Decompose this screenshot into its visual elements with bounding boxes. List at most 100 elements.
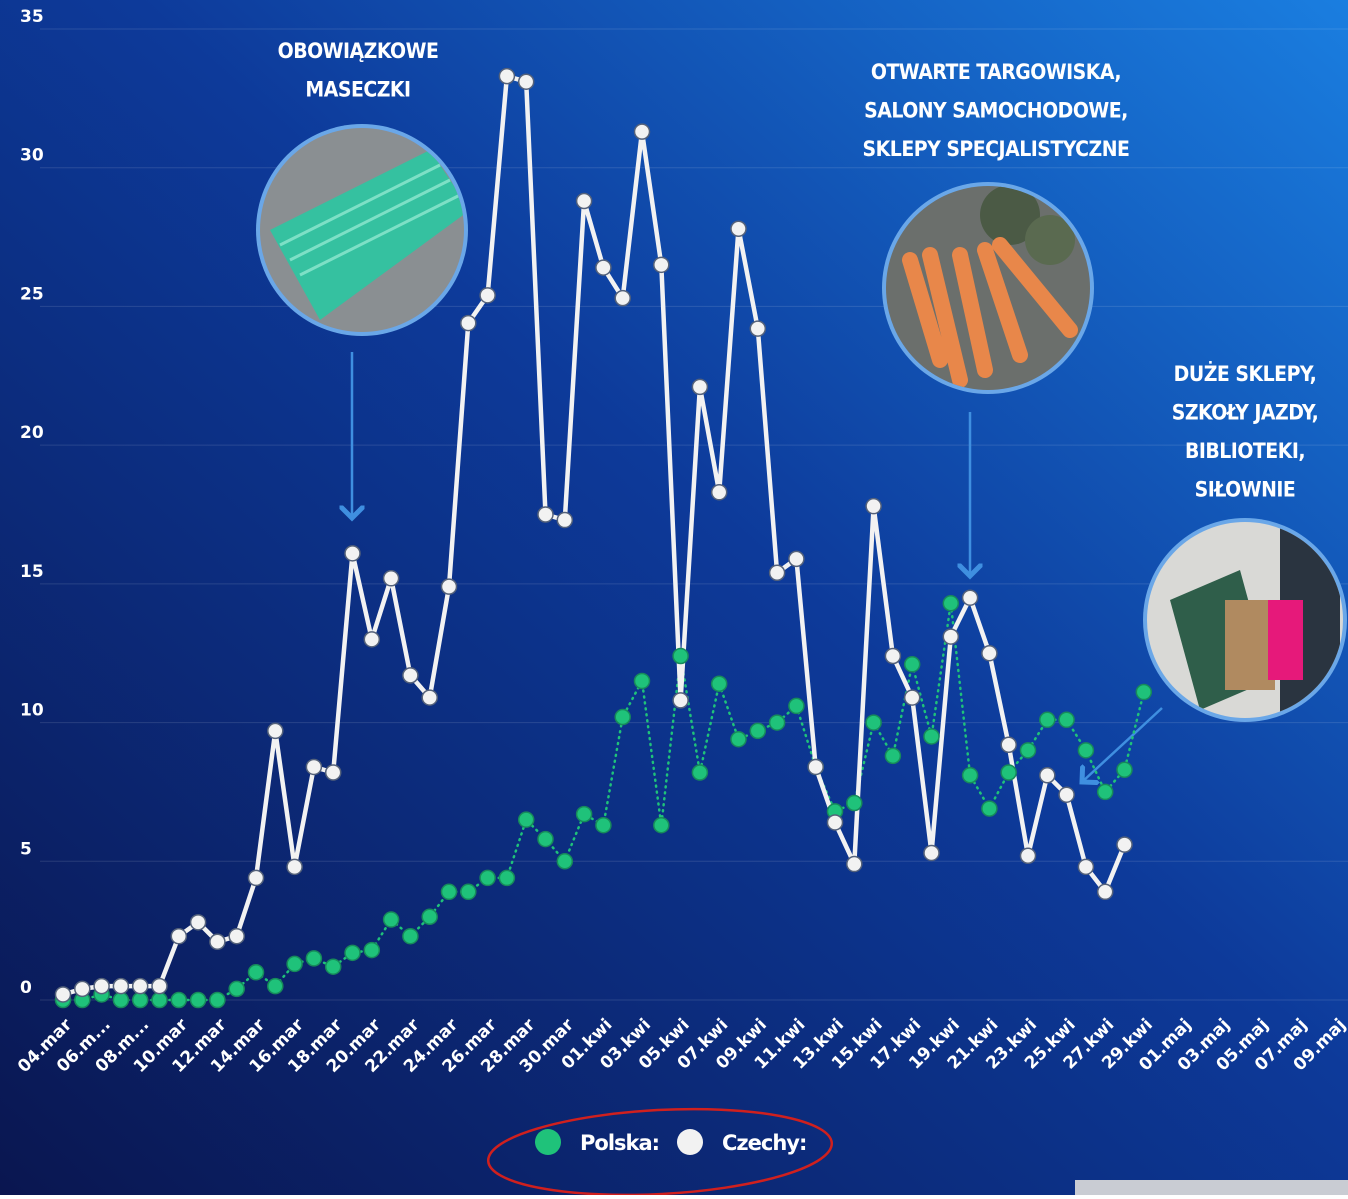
data-point — [981, 644, 998, 662]
annotation-line: SZKOŁY JAZDY, — [1172, 401, 1319, 425]
annotation-line: OBOWIĄZKOWE — [278, 39, 439, 63]
data-point — [1019, 847, 1037, 864]
photo-shopping — [1143, 518, 1347, 722]
data-point — [846, 855, 863, 873]
data-point — [228, 980, 245, 998]
data-point — [672, 692, 689, 709]
data-point — [556, 511, 574, 529]
data-point — [1039, 711, 1056, 729]
legend: Polska: Czechy: — [535, 1129, 807, 1155]
data-point — [575, 805, 593, 823]
data-point — [614, 708, 631, 726]
scrollbar — [1075, 1180, 1348, 1195]
y-tick-label: 0 — [20, 978, 32, 998]
data-point — [498, 67, 516, 85]
data-point — [324, 958, 342, 975]
data-point — [54, 986, 72, 1003]
data-point — [74, 980, 91, 998]
data-point — [247, 964, 265, 981]
data-point — [865, 714, 882, 731]
data-point — [749, 320, 767, 337]
grid: 0 5 10 15 20 25 30 35 — [20, 7, 1348, 1001]
data-point — [1077, 742, 1095, 759]
data-point — [691, 378, 709, 396]
data-point — [460, 883, 477, 901]
data-point — [112, 977, 130, 995]
annotation-line: SKLEPY SPECJALISTYCZNE — [863, 137, 1130, 161]
photo-carrots — [882, 182, 1094, 394]
data-point — [1019, 742, 1037, 759]
data-point — [942, 628, 960, 645]
data-point — [402, 927, 419, 945]
data-point — [633, 123, 651, 140]
data-point — [1096, 883, 1114, 901]
data-point — [768, 714, 786, 731]
data-point — [537, 830, 554, 848]
data-point — [903, 689, 921, 706]
data-point — [981, 800, 998, 817]
data-point — [537, 506, 554, 523]
series-line — [60, 73, 1127, 997]
data-point — [1116, 836, 1133, 853]
data-point — [710, 484, 728, 501]
data-point — [189, 914, 207, 931]
data-point — [131, 991, 149, 1009]
arrows — [352, 352, 1163, 782]
data-point — [209, 933, 226, 950]
annotation-line: SALONY SAMOCHODOWE, — [864, 99, 1128, 123]
data-point — [498, 869, 516, 887]
data-point — [942, 595, 960, 612]
data-point — [382, 911, 400, 928]
data-point — [170, 991, 188, 1009]
data-point — [653, 816, 670, 834]
data-point — [151, 977, 168, 995]
data-point — [209, 991, 226, 1009]
plot — [54, 67, 1153, 1009]
data-point — [653, 256, 670, 274]
data-point — [730, 220, 747, 237]
data-point — [421, 908, 438, 926]
data-point — [112, 991, 130, 1009]
data-point — [1039, 767, 1056, 784]
data-point — [479, 287, 496, 304]
data-point — [421, 689, 438, 706]
data-point — [267, 977, 284, 995]
data-point — [672, 647, 689, 665]
data-point — [305, 950, 323, 967]
data-point — [189, 991, 207, 1009]
data-point — [440, 578, 458, 595]
data-point — [402, 667, 419, 684]
y-tick-label: 35 — [20, 7, 44, 27]
data-point — [440, 883, 458, 901]
y-tick-label: 30 — [20, 146, 44, 166]
data-point — [1116, 761, 1133, 778]
data-point — [170, 927, 188, 945]
annotation-line: OTWARTE TARGOWISKA, — [871, 60, 1121, 84]
data-point — [267, 722, 284, 740]
data-point — [286, 955, 303, 973]
highlight-scribble — [486, 1107, 834, 1197]
data-point — [923, 844, 940, 862]
legend-swatch — [677, 1129, 703, 1155]
data-point — [730, 730, 747, 748]
data-point — [151, 991, 168, 1009]
annotation-line: SIŁOWNIE — [1195, 478, 1296, 502]
data-point — [131, 977, 149, 995]
y-tick-label: 5 — [20, 839, 32, 859]
data-point — [903, 656, 921, 673]
data-point — [691, 764, 709, 781]
data-point — [826, 814, 844, 831]
y-tick-label: 25 — [20, 284, 44, 304]
data-point — [1077, 858, 1095, 876]
data-point — [344, 944, 361, 962]
data-point — [460, 314, 477, 332]
data-point — [363, 941, 381, 959]
data-point — [228, 927, 245, 945]
data-point — [382, 570, 400, 587]
data-point — [884, 747, 902, 765]
data-point — [479, 869, 496, 887]
data-point — [1058, 711, 1075, 729]
y-tick-label: 15 — [20, 562, 44, 582]
legend-label: Polska: — [580, 1131, 659, 1155]
data-point — [749, 722, 767, 740]
